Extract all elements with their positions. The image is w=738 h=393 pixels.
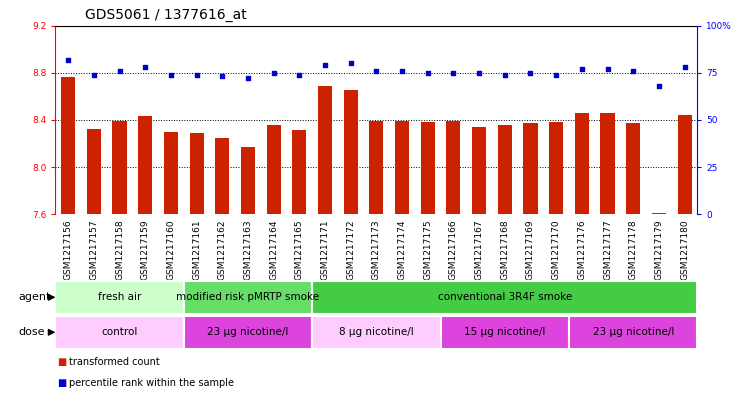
Point xyxy=(268,70,280,76)
Point xyxy=(601,66,613,72)
Point xyxy=(345,60,356,66)
Bar xyxy=(318,86,332,214)
Point xyxy=(627,68,639,74)
Bar xyxy=(549,122,563,214)
Point xyxy=(294,72,306,78)
Bar xyxy=(369,121,384,214)
Bar xyxy=(312,281,697,314)
Bar xyxy=(569,316,697,349)
Bar xyxy=(55,316,184,349)
Point xyxy=(551,72,562,78)
Bar xyxy=(164,132,178,214)
Text: ■: ■ xyxy=(57,357,66,367)
Point xyxy=(653,83,665,89)
Point xyxy=(216,73,228,80)
Bar xyxy=(523,123,537,214)
Point xyxy=(114,68,125,74)
Bar xyxy=(652,213,666,214)
Text: GDS5061 / 1377616_at: GDS5061 / 1377616_at xyxy=(85,7,246,22)
Text: 15 μg nicotine/l: 15 μg nicotine/l xyxy=(464,327,545,337)
Bar xyxy=(421,122,435,214)
Bar xyxy=(241,147,255,214)
Point xyxy=(319,62,331,68)
Bar xyxy=(184,316,312,349)
Bar xyxy=(215,138,230,214)
Bar xyxy=(266,125,280,214)
Point xyxy=(396,68,408,74)
Text: fresh air: fresh air xyxy=(98,292,141,302)
Bar xyxy=(395,121,409,214)
Bar xyxy=(446,121,461,214)
Point xyxy=(242,75,254,81)
Text: 8 μg nicotine/l: 8 μg nicotine/l xyxy=(339,327,414,337)
Point xyxy=(165,72,177,78)
Bar xyxy=(626,123,641,214)
Text: dose: dose xyxy=(18,327,45,337)
Point xyxy=(88,72,100,78)
Bar xyxy=(441,316,569,349)
Point xyxy=(62,56,74,62)
Bar xyxy=(61,77,75,214)
Bar xyxy=(575,113,589,214)
Bar xyxy=(55,281,184,314)
Bar xyxy=(184,281,312,314)
Bar xyxy=(677,115,692,214)
Bar xyxy=(112,121,127,214)
Bar xyxy=(87,129,101,214)
Point xyxy=(499,72,511,78)
Bar xyxy=(138,116,152,214)
Text: agent: agent xyxy=(18,292,51,302)
Point xyxy=(576,66,587,72)
Point xyxy=(447,70,459,76)
Bar xyxy=(344,90,358,214)
Point xyxy=(190,72,202,78)
Point xyxy=(370,68,382,74)
Text: 23 μg nicotine/l: 23 μg nicotine/l xyxy=(207,327,289,337)
Bar xyxy=(312,316,441,349)
Point xyxy=(473,70,485,76)
Bar xyxy=(190,133,204,214)
Text: transformed count: transformed count xyxy=(69,357,159,367)
Point xyxy=(139,64,151,70)
Text: conventional 3R4F smoke: conventional 3R4F smoke xyxy=(438,292,572,302)
Bar xyxy=(292,130,306,214)
Bar xyxy=(497,125,512,214)
Text: percentile rank within the sample: percentile rank within the sample xyxy=(69,378,234,388)
Bar xyxy=(601,113,615,214)
Point xyxy=(525,70,537,76)
Text: control: control xyxy=(101,327,138,337)
Point xyxy=(679,64,691,70)
Text: ■: ■ xyxy=(57,378,66,388)
Text: modified risk pMRTP smoke: modified risk pMRTP smoke xyxy=(176,292,320,302)
Text: 23 μg nicotine/l: 23 μg nicotine/l xyxy=(593,327,674,337)
Point xyxy=(422,70,434,76)
Bar xyxy=(472,127,486,214)
